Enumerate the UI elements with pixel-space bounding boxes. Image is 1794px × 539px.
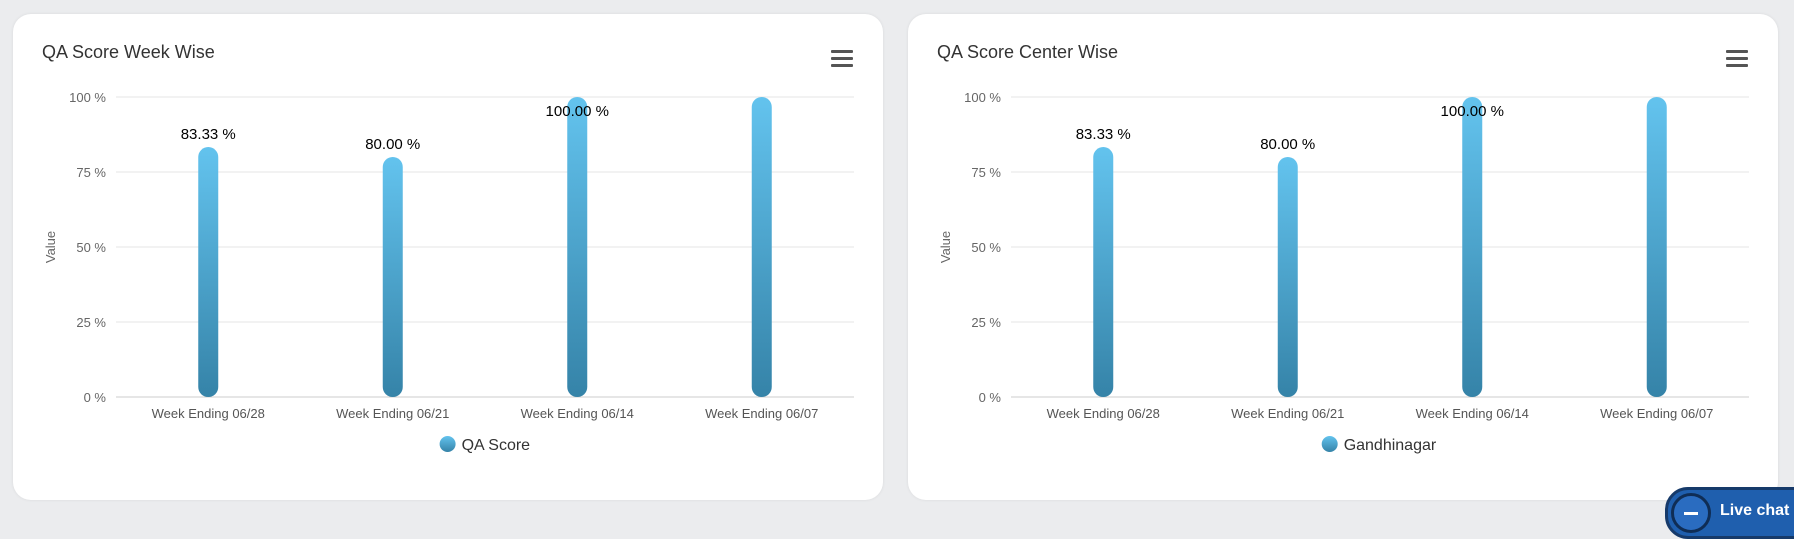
x-tick-label: Week Ending 06/21: [336, 406, 449, 421]
x-tick-label: Week Ending 06/14: [1416, 406, 1529, 421]
y-tick-label: 100 %: [69, 90, 106, 105]
x-tick-label: Week Ending 06/07: [705, 406, 818, 421]
bar[interactable]: [382, 157, 403, 397]
x-tick-label: Week Ending 06/28: [1047, 406, 1160, 421]
data-label: 80.00 %: [365, 136, 420, 153]
bar[interactable]: [567, 97, 588, 397]
x-tick-label: Week Ending 06/14: [521, 406, 634, 421]
x-tick-label: Week Ending 06/07: [1600, 406, 1713, 421]
y-tick-label: 25 %: [76, 315, 106, 330]
y-axis-label: Value: [43, 231, 58, 263]
y-tick-label: 50 %: [971, 240, 1001, 255]
qa-score-week-wise-chart: 0 % 25 % 50 % 75 % 100 % Value 83.33 % Week End…: [43, 90, 854, 454]
y-tick-label: 75 %: [76, 165, 106, 180]
y-tick-label: 25 %: [971, 315, 1001, 330]
y-tick-label: 75 %: [971, 165, 1001, 180]
y-tick-label: 0 %: [84, 390, 107, 405]
y-tick-label: 100 %: [964, 90, 1001, 105]
y-tick-label: 50 %: [76, 240, 106, 255]
hamburger-menu-icon[interactable]: [1726, 50, 1748, 68]
legend-marker[interactable]: [1321, 436, 1338, 452]
bar[interactable]: [751, 97, 772, 397]
data-label: 80.00 %: [1260, 136, 1315, 153]
qa-score-week-wise-card: QA Score Week Wise 0 % 25 % 50 % 75 % 100 % V…: [13, 14, 883, 500]
data-label: 100.00 %: [1441, 103, 1504, 120]
qa-score-center-wise-card: QA Score Center Wise 0 % 25 % 50 % 75 % 100 …: [908, 14, 1778, 500]
legend-label[interactable]: QA Score: [462, 437, 531, 454]
chart-title: QA Score Center Wise: [937, 42, 1119, 62]
legend-label[interactable]: Gandhinagar: [1344, 437, 1437, 454]
data-label: 100.00 %: [546, 103, 609, 120]
bar[interactable]: [1646, 97, 1667, 397]
bar[interactable]: [198, 147, 219, 397]
x-tick-label: Week Ending 06/21: [1231, 406, 1344, 421]
bar[interactable]: [1093, 147, 1114, 397]
live-chat-label: Live chat: [1720, 502, 1790, 519]
data-label: 83.33 %: [1076, 126, 1131, 143]
y-tick-label: 0 %: [979, 390, 1002, 405]
x-tick-label: Week Ending 06/28: [152, 406, 265, 421]
bar[interactable]: [1462, 97, 1483, 397]
hamburger-menu-icon[interactable]: [831, 50, 853, 68]
qa-score-center-wise-chart: 0 % 25 % 50 % 75 % 100 % Value 83.33 % Week End…: [938, 90, 1749, 454]
bar[interactable]: [1277, 157, 1298, 397]
legend-marker[interactable]: [439, 436, 456, 452]
chat-icon: [1671, 493, 1711, 533]
y-axis-label: Value: [938, 231, 953, 263]
chart-title: QA Score Week Wise: [42, 42, 215, 62]
data-label: 83.33 %: [181, 126, 236, 143]
live-chat-button[interactable]: Live chat: [1665, 487, 1794, 539]
